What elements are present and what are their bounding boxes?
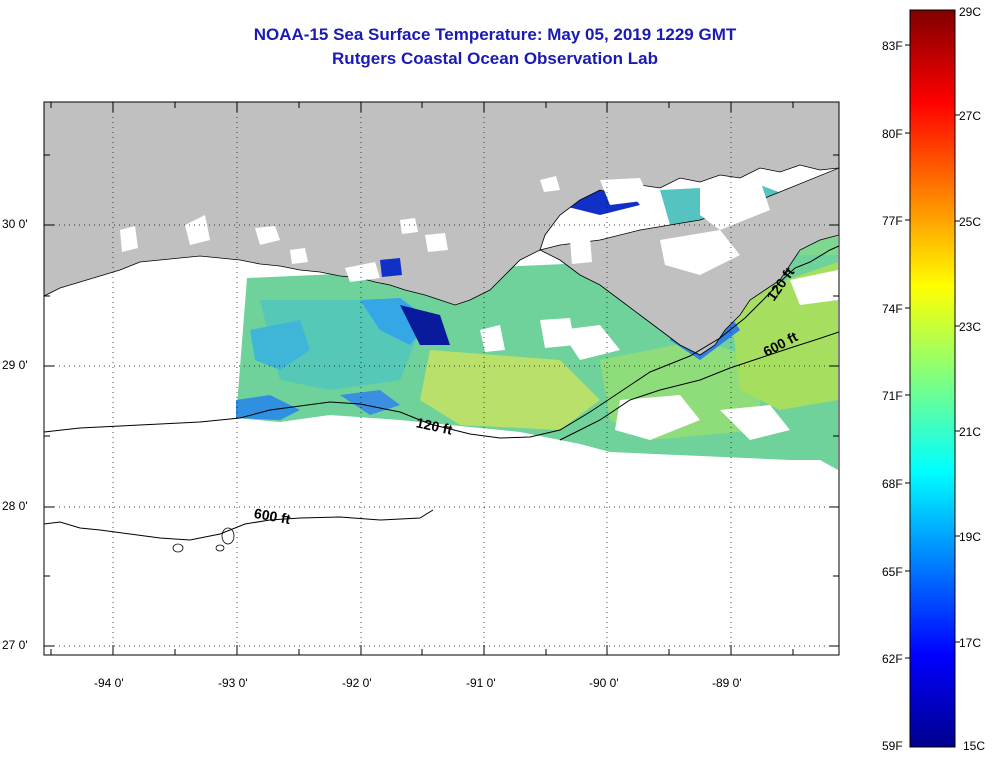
contour-600ft: [44, 509, 434, 541]
colorbar-c-label: 15C: [963, 739, 986, 753]
graticule: [44, 102, 839, 655]
lat-label: 29 0': [2, 358, 28, 372]
colorbar-c-label: 21C: [959, 425, 982, 439]
colorbar-f-label: 77F: [882, 214, 903, 228]
lat-label: 30 0': [2, 217, 28, 231]
colorbar-f-label: 62F: [882, 652, 903, 666]
colorbar-f-label: 80F: [882, 127, 903, 141]
colorbar-f-label: 83F: [882, 39, 903, 53]
colorbar-c-label: 25C: [959, 215, 982, 229]
map-frame: [43, 101, 840, 656]
map-title: NOAA-15 Sea Surface Temperature: May 05,…: [253, 25, 737, 44]
map-subtitle: Rutgers Coastal Ocean Observation Lab: [332, 49, 658, 68]
colorbar-f-label: 71F: [882, 389, 903, 403]
colorbar-f-label: 65F: [882, 565, 903, 579]
colorbar-c-label: 29C: [959, 5, 982, 19]
colorbar-c-label: 27C: [959, 109, 982, 123]
lon-label: -94 0': [94, 676, 124, 690]
lat-label: 28 0': [2, 499, 28, 513]
lat-label: 27 0': [2, 638, 28, 652]
lon-label: -91 0': [466, 676, 496, 690]
land-mass: [44, 102, 839, 306]
colorbar-c-label: 23C: [959, 320, 982, 334]
colorbar-c-label: 17C: [959, 636, 982, 650]
colorbar-f-label: 74F: [882, 302, 903, 316]
colorbar-f-label: 68F: [882, 477, 903, 491]
colorbar-c-label: 19C: [959, 530, 982, 544]
contour-120ft: [44, 245, 839, 439]
colorbar-gradient: [909, 9, 956, 748]
colorbar-ticks: [905, 44, 960, 659]
frame-ticks: [44, 102, 839, 655]
colorbar-f-label: 59F: [882, 739, 903, 753]
lon-label: -89 0': [712, 676, 742, 690]
map-content: [44, 102, 839, 655]
lon-label: -90 0': [589, 676, 619, 690]
lon-label: -92 0': [342, 676, 372, 690]
lon-label: -93 0': [218, 676, 248, 690]
